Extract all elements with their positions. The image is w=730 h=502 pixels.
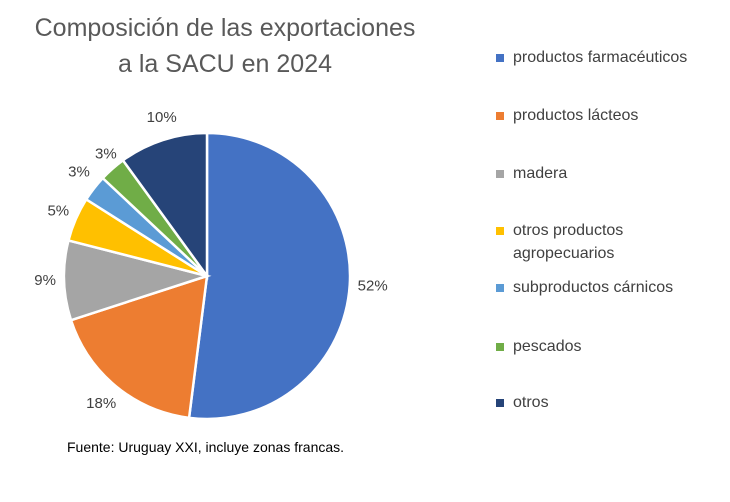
legend-label: pescados [513, 338, 582, 355]
pie-slices [62, 131, 352, 421]
legend-swatch [496, 343, 504, 351]
legend-item: productos lácteos [496, 104, 728, 127]
legend-item: subproductos cárnicos [496, 276, 728, 299]
slice-label: 9% [34, 272, 56, 289]
pie-slice [62, 238, 212, 322]
slice-label: 3% [68, 164, 90, 181]
legend-swatch [496, 227, 504, 235]
legend-item: madera [496, 162, 728, 185]
slice-label: 10% [147, 109, 177, 126]
legend-swatch [496, 284, 504, 292]
legend-item: productos farmacéuticos [496, 46, 728, 69]
slice-label: 52% [358, 277, 388, 294]
legend-item: otros [496, 391, 728, 414]
pie-slice [187, 131, 352, 421]
legend-swatch [496, 170, 504, 178]
chart-title-line-1: Composición de las exportaciones [34, 14, 416, 42]
legend-label: otros productos agropecuarios [513, 222, 624, 262]
pie-slice [121, 131, 209, 280]
legend-item: pescados [496, 335, 728, 358]
slice-label: 5% [47, 203, 69, 220]
legend-label: productos lácteos [513, 107, 639, 124]
pie-chart: 52% 18% 9% 5% 3% 3% 10% [34, 109, 388, 421]
legend-swatch [496, 399, 504, 407]
source-note: Fuente: Uruguay XXI, incluye zonas franc… [67, 439, 345, 455]
slice-label: 18% [86, 395, 116, 412]
legend-label: subproductos cárnicos [513, 279, 674, 296]
pie-slice [69, 274, 209, 420]
chart-title: Composición de las exportaciones a la SA… [0, 10, 450, 82]
legend-item: otros productos agropecuarios [496, 219, 728, 265]
legend-label: madera [513, 165, 568, 182]
legend-swatch [496, 54, 504, 62]
slice-label: 3% [95, 145, 117, 162]
legend-label: otros [513, 394, 549, 411]
legend-swatch [496, 112, 504, 120]
pie-slice-labels: 52% 18% 9% 5% 3% 3% 10% [34, 109, 387, 412]
chart-title-line-2: a la SACU en 2024 [117, 50, 333, 78]
legend-label: productos farmacéuticos [513, 49, 688, 66]
